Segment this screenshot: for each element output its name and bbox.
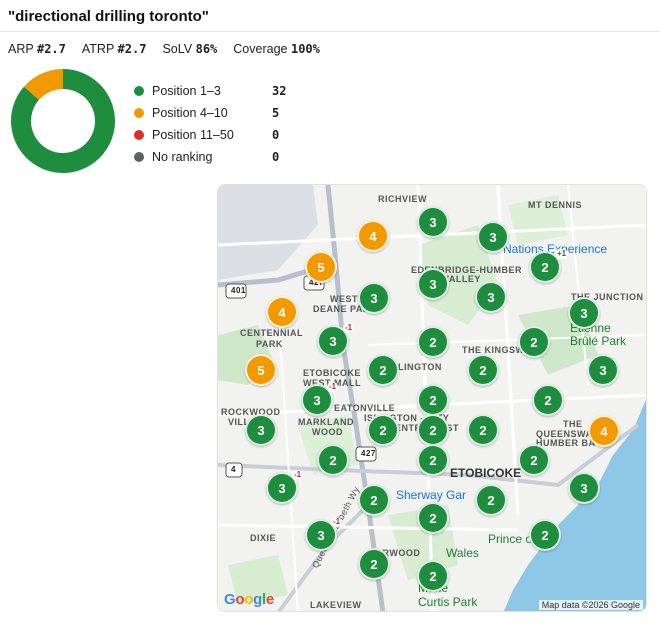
rank-pin[interactable]: 2 bbox=[518, 326, 550, 358]
place-deane-park: DEANE PARK bbox=[313, 304, 377, 314]
rank-pin[interactable]: 2 bbox=[417, 384, 449, 416]
place-nations-experience: Nations Experience bbox=[503, 242, 608, 256]
place-west: WEST bbox=[330, 294, 358, 304]
orange-dot-icon bbox=[134, 108, 144, 118]
rank-pin[interactable]: 2 bbox=[417, 414, 449, 446]
rank-pin[interactable]: 3 bbox=[568, 472, 600, 504]
rank-pin[interactable]: 2 bbox=[532, 384, 564, 416]
highway-401-shield: 401 bbox=[231, 286, 246, 295]
rank-pin[interactable]: 3 bbox=[417, 268, 449, 300]
rank-pin[interactable]: 2 bbox=[529, 519, 561, 551]
place-the-junction: THE JUNCTION bbox=[571, 292, 644, 302]
place-markland: MARKLAND bbox=[298, 417, 354, 427]
donut-slice-top3 bbox=[11, 69, 115, 173]
rank-pin[interactable]: 3 bbox=[358, 282, 390, 314]
legend-row-11-50: Position 11–50 0 bbox=[134, 124, 286, 146]
gray-dot-icon bbox=[134, 152, 144, 162]
rank-pin[interactable]: 3 bbox=[477, 221, 509, 253]
rank-change-badge: -1 bbox=[331, 517, 343, 527]
rank-pin[interactable]: 3 bbox=[587, 354, 619, 386]
place-the: THE bbox=[563, 419, 583, 429]
place-curtis-park: Curtis Park bbox=[418, 595, 478, 609]
rank-pin[interactable]: 2 bbox=[358, 484, 390, 516]
rank-pin[interactable]: 2 bbox=[529, 251, 561, 283]
place-ville: VILL bbox=[228, 417, 250, 427]
rank-donut-chart bbox=[11, 69, 115, 173]
metric-atrp: ATRP #2.7 bbox=[81, 42, 147, 56]
rank-pin[interactable]: 2 bbox=[518, 444, 550, 476]
rank-pin[interactable]: 2 bbox=[417, 560, 449, 592]
place-wood: WOOD bbox=[312, 427, 343, 437]
rank-pin[interactable]: 2 bbox=[317, 444, 349, 476]
rank-pin[interactable]: 2 bbox=[417, 502, 449, 534]
red-dot-icon bbox=[134, 130, 144, 140]
rank-change-badge: -1 bbox=[327, 382, 339, 392]
place-mt-dennis: MT DENNIS bbox=[528, 200, 582, 210]
place-eatonville: EATONVILLE bbox=[334, 403, 396, 413]
rank-legend: Position 1–3 32 Position 4–10 5 Position… bbox=[134, 80, 286, 168]
rank-pin[interactable]: 3 bbox=[266, 472, 298, 504]
rank-pin[interactable]: 2 bbox=[358, 548, 390, 580]
legend-row-4-10: Position 4–10 5 bbox=[134, 102, 286, 124]
donut-slice-pos-4-10 bbox=[23, 69, 64, 101]
rank-pin[interactable]: 5 bbox=[305, 251, 337, 283]
rank-pin[interactable]: 2 bbox=[367, 354, 399, 386]
place-prince-of: Prince of bbox=[488, 532, 536, 546]
rank-pin[interactable]: 4 bbox=[357, 220, 389, 252]
place-rockwood: ROCKWOOD bbox=[221, 407, 281, 417]
place-sherway-gardens: Sherway Gar bbox=[396, 488, 467, 502]
metrics-bar: ARP #2.7 ATRP #2.7 SoLV 86% Coverage 100… bbox=[8, 42, 320, 56]
place-alderwood: ERWOOD bbox=[376, 548, 421, 558]
rank-pin[interactable]: 3 bbox=[475, 281, 507, 313]
place-dixie: DIXIE bbox=[250, 533, 277, 543]
place-etobicoke: ETOBICOKE bbox=[450, 466, 522, 480]
place-islington: LINGTON bbox=[398, 362, 442, 372]
place-the-kingsway: THE KINGSW bbox=[462, 345, 525, 355]
place-richview: RICHVIEW bbox=[378, 194, 427, 204]
metric-coverage: Coverage 100% bbox=[233, 42, 320, 56]
place-etobicoke-west: ETOBICOKE bbox=[303, 368, 361, 378]
place-edenbridge: EDENBRIDGE-HUMBER bbox=[411, 265, 523, 275]
metric-solv: SoLV 86% bbox=[162, 42, 218, 56]
keyword-title: "directional drilling toronto" bbox=[8, 8, 209, 25]
highway-427-shield-south: 427 bbox=[361, 449, 376, 458]
rank-pin[interactable]: 2 bbox=[475, 484, 507, 516]
metric-arp: ARP #2.7 bbox=[8, 42, 66, 56]
rank-grid-map[interactable]: 401 427 427 4 RICHVIEW MT DENNIS Nations… bbox=[217, 184, 647, 612]
place-lakeview: LAKEVIEW bbox=[310, 600, 362, 610]
rank-change-badge: -1 bbox=[292, 470, 304, 480]
rank-pin[interactable]: 4 bbox=[588, 415, 620, 447]
map-attribution[interactable]: Map data ©2026 Google bbox=[538, 600, 643, 610]
rank-pin[interactable]: 3 bbox=[417, 206, 449, 238]
rank-change-badge: -1 bbox=[343, 323, 355, 333]
place-islington-city: ISLINGTON - CITY bbox=[364, 413, 450, 423]
rank-pin[interactable]: 2 bbox=[367, 414, 399, 446]
place-queensway: QUEENSWA bbox=[536, 429, 593, 439]
rank-pin[interactable]: 5 bbox=[245, 354, 277, 386]
place-park: PARK bbox=[256, 339, 283, 349]
rank-pin[interactable]: 3 bbox=[245, 414, 277, 446]
highway-4-shield: 4 bbox=[231, 465, 236, 474]
rank-pin[interactable]: 2 bbox=[417, 444, 449, 476]
rank-change-badge: +1 bbox=[555, 249, 569, 259]
place-brule-park: Brûlé Park bbox=[570, 334, 627, 348]
place-centennial: CENTENNIAL bbox=[240, 328, 303, 338]
rank-pin[interactable]: 2 bbox=[417, 326, 449, 358]
rank-pin[interactable]: 4 bbox=[266, 296, 298, 328]
place-humber-bay: HUMBER BA bbox=[536, 438, 596, 448]
place-valley: VALLEY bbox=[443, 274, 481, 284]
rank-pin[interactable]: 3 bbox=[568, 297, 600, 329]
google-logo: Google bbox=[224, 591, 274, 608]
rank-pin[interactable]: 2 bbox=[467, 414, 499, 446]
legend-row-top3: Position 1–3 32 bbox=[134, 80, 286, 102]
place-wales: Wales bbox=[446, 546, 479, 560]
legend-row-no-ranking: No ranking 0 bbox=[134, 146, 286, 168]
divider bbox=[0, 31, 660, 32]
rank-pin[interactable]: 2 bbox=[467, 354, 499, 386]
green-dot-icon bbox=[134, 86, 144, 96]
